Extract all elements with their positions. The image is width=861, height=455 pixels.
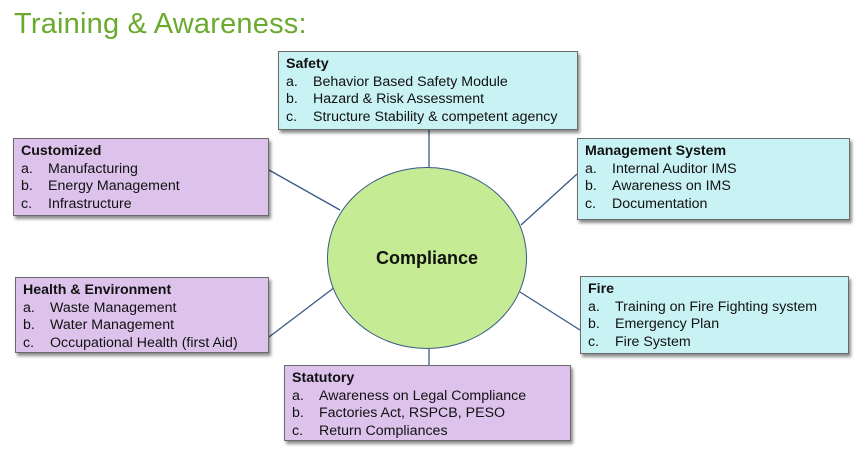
list-item: c. Return Compliances — [292, 422, 448, 439]
box-title: Health & Environment — [23, 282, 172, 298]
box-title: Customized — [21, 143, 102, 159]
health-environment-box: Health & Environment a. Waste Management … — [15, 277, 269, 353]
customized-box: Customized a. Manufacturing b. Energy Mana… — [13, 138, 269, 216]
fire-box: Fire a. Training on Fire Fighting system … — [580, 276, 849, 354]
list-item: b. Factories Act, RSPCB, PESO — [292, 405, 506, 421]
list-item: b. Emergency Plan — [588, 316, 720, 332]
list-item: c. Documentation — [585, 195, 708, 212]
statutory-box: Statutory a. Awareness on Legal Complianc… — [284, 365, 571, 441]
list-item: b. Awareness on IMS — [585, 178, 731, 194]
list-item: a. Awareness on Legal Compliance — [292, 387, 527, 404]
list-item: a. Waste Management — [23, 299, 177, 316]
hub-label: Compliance — [375, 247, 479, 268]
list-item: b. Energy Management — [21, 178, 180, 194]
page-title: Training & Awareness: — [14, 8, 307, 40]
box-title: Statutory — [292, 370, 355, 386]
safety-box: Safety a. Behavior Based Safety Module b.… — [278, 51, 578, 130]
list-item: b. Water Management — [23, 317, 175, 333]
connector-health — [268, 286, 336, 338]
connector-customized — [268, 169, 341, 211]
box-title: Fire — [588, 281, 615, 297]
box-title: Safety — [286, 56, 329, 72]
connector-fire — [519, 291, 581, 331]
list-item: c. Structure Stability & competent agency — [286, 108, 558, 125]
list-item: a. Behavior Based Safety Module — [286, 73, 508, 90]
list-item: c. Fire System — [588, 333, 691, 350]
connector-management — [520, 173, 578, 226]
list-item: a. Internal Auditor IMS — [585, 160, 737, 177]
list-item: a. Manufacturing — [21, 160, 138, 177]
list-item: a. Training on Fire Fighting system — [588, 298, 818, 315]
list-item: c. Infrastructure — [21, 195, 132, 212]
box-title: Management System — [585, 143, 727, 159]
list-item: c. Occupational Health (first Aid) — [23, 334, 238, 351]
compliance-hub: Compliance — [327, 167, 527, 349]
management-system-box: Management System a. Internal Auditor IMS… — [577, 138, 850, 220]
list-item: b. Hazard & Risk Assessment — [286, 91, 485, 107]
